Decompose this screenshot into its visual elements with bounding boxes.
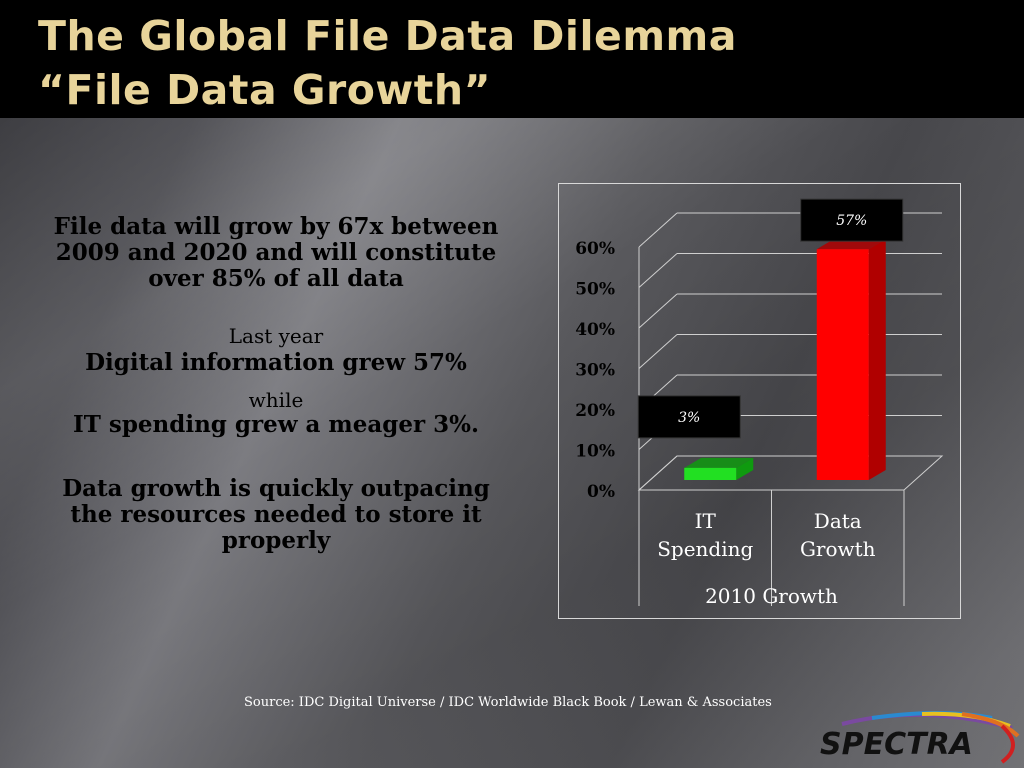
logo-text: SPECTRA — [820, 727, 973, 762]
chart-frame: 0% 10% 20% 30% 40% 50% 60% 3% IT Spending 57% Data G… — [558, 183, 961, 619]
intro-paragraph: File data will grow by 67x between 2009 … — [40, 214, 512, 292]
data-label: 3% — [678, 410, 700, 426]
y-tick-label: 60% — [575, 239, 615, 259]
title-bar: The Global File Data Dilemma “File Data … — [0, 0, 1024, 118]
x-tick-label: Spending — [657, 537, 753, 561]
bar — [816, 249, 869, 480]
x-tick-label: Data — [814, 509, 862, 533]
source-note: Source: IDC Digital Universe / IDC World… — [244, 695, 772, 710]
y-tick-label: 50% — [575, 280, 615, 300]
bar-side — [868, 239, 886, 480]
growth-chart: 0% 10% 20% 30% 40% 50% 60% 3% IT Spending 57% Data G… — [575, 198, 944, 608]
bar-side — [736, 457, 754, 480]
x-axis-title: 2010 Growth — [705, 584, 838, 608]
growth-comparison: Last year Digital information grew 57% w… — [40, 324, 512, 438]
it-spending-line: IT spending grew a meager 3%. — [72, 411, 480, 438]
gridline-side — [638, 293, 678, 329]
while-label: while — [248, 388, 304, 412]
conclusion-line: the resources needed to store it — [70, 501, 482, 528]
slide-subtitle: “File Data Growth” — [38, 66, 492, 114]
bar — [684, 467, 737, 480]
data-label: 57% — [836, 213, 867, 229]
y-tick-label: 40% — [575, 320, 615, 340]
gridline-side — [638, 334, 678, 369]
conclusion-paragraph: Data growth is quickly outpacing the res… — [40, 476, 512, 554]
y-tick-label: 30% — [575, 361, 615, 381]
digital-growth-line: Digital information grew 57% — [85, 349, 467, 376]
x-tick-label: IT — [695, 509, 717, 533]
x-tick-label: Growth — [800, 537, 876, 561]
bar-top — [684, 457, 754, 468]
gridline-side — [638, 253, 678, 288]
data-label-box — [800, 198, 904, 242]
slide-title: The Global File Data Dilemma — [38, 12, 737, 60]
y-tick-label: 20% — [575, 401, 615, 421]
data-label-box — [637, 395, 741, 439]
spectra-logo: SPECTRA — [820, 711, 1020, 764]
chart-floor — [637, 455, 944, 491]
y-tick-label: 10% — [575, 442, 615, 462]
y-tick-label: 0% — [587, 482, 615, 502]
conclusion-line: Data growth is quickly outpacing — [62, 475, 490, 502]
conclusion-line: properly — [221, 527, 331, 554]
intro-line: 2009 and 2020 and will constitute — [55, 239, 497, 266]
last-year-label: Last year — [228, 324, 324, 348]
intro-line: over 85% of all data — [148, 265, 404, 292]
gridline-side — [638, 212, 678, 248]
intro-line: File data will grow by 67x between — [53, 213, 499, 240]
